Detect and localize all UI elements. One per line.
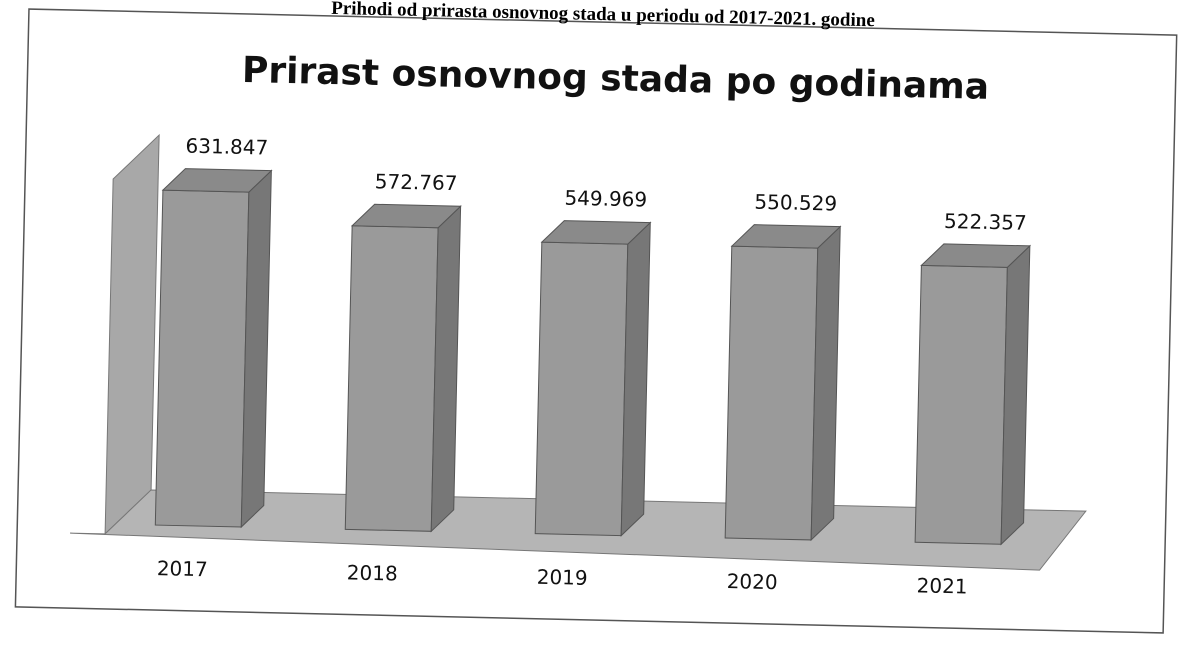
x-tick-label: 2019	[537, 565, 588, 590]
value-label: 631.847	[185, 134, 268, 160]
bar-top	[730, 224, 842, 249]
bar-front	[154, 189, 250, 528]
bar-front	[534, 241, 629, 537]
chart-group: Prihodi od prirasta osnovnog stada u per…	[14, 0, 1178, 634]
bar-top	[161, 168, 273, 193]
x-tick-label: 2021	[916, 573, 967, 598]
bar-front	[724, 245, 819, 541]
bar-top	[350, 203, 462, 229]
x-tick-label: 2017	[157, 556, 208, 581]
value-label: 549.969	[564, 186, 647, 212]
value-label: 550.529	[754, 190, 837, 216]
bar-front	[914, 264, 1008, 545]
x-tick-label: 2018	[347, 560, 398, 585]
x-tick-label: 2020	[726, 569, 777, 594]
value-label: 522.357	[944, 209, 1027, 235]
bar-top	[540, 220, 652, 245]
bar-top	[920, 243, 1032, 268]
value-label: 572.767	[375, 169, 458, 195]
back-wall	[104, 133, 160, 536]
bar-front	[344, 225, 439, 532]
